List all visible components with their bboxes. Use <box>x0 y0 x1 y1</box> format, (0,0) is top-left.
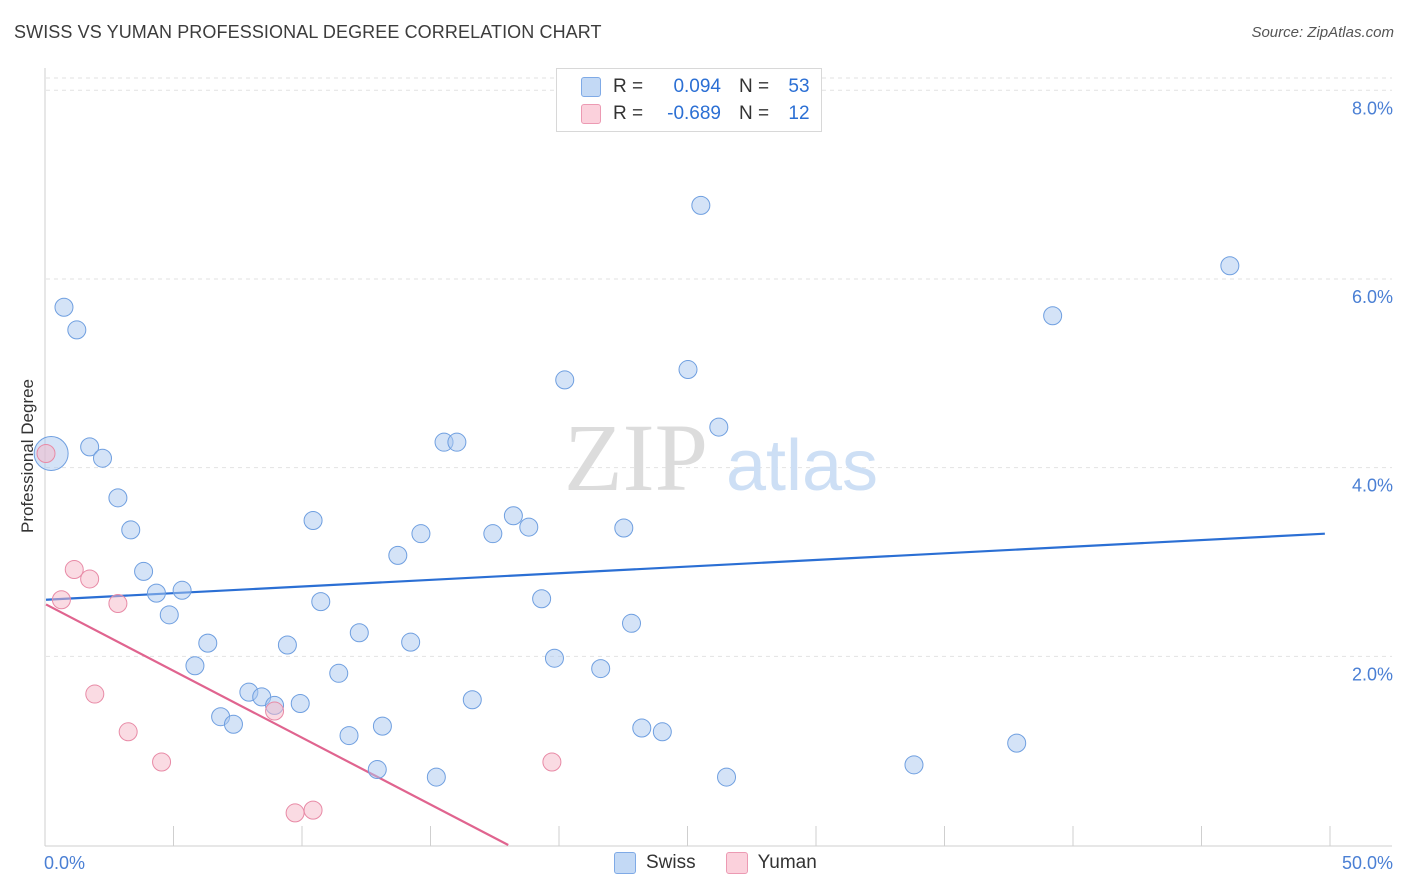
yuman-point[interactable] <box>86 685 104 703</box>
swiss-point[interactable] <box>592 660 610 678</box>
swiss-point[interactable] <box>350 624 368 642</box>
x-tick-label: 0.0% <box>44 853 85 873</box>
swiss-point[interactable] <box>412 525 430 543</box>
legend-r-value: 0.094 <box>651 76 721 98</box>
y-tick-label: 4.0% <box>1352 476 1393 496</box>
swiss-point[interactable] <box>692 196 710 214</box>
grid-lines <box>46 78 1392 656</box>
swiss-point[interactable] <box>1008 734 1026 752</box>
swiss-point[interactable] <box>718 768 736 786</box>
y-tick-label: 2.0% <box>1352 664 1393 684</box>
swiss-point[interactable] <box>160 606 178 624</box>
swiss-point[interactable] <box>389 546 407 564</box>
series-legend: Swiss Yuman <box>614 852 847 874</box>
legend-r-label: R = <box>613 103 651 125</box>
stats-legend: R = 0.094 N = 53 R = -0.689 N = 12 <box>556 68 822 132</box>
tick-labels: 2.0% 4.0% 6.0% 8.0% 0.0% 50.0% <box>44 98 1393 873</box>
swiss-point[interactable] <box>533 590 551 608</box>
swiss-point[interactable] <box>504 507 522 525</box>
watermark-atlas: atlas <box>726 426 878 506</box>
yuman-point[interactable] <box>153 753 171 771</box>
trend-lines <box>46 534 1325 845</box>
swiss-point[interactable] <box>679 361 697 379</box>
x-tick-label: 50.0% <box>1342 853 1393 873</box>
legend-swatch-yuman <box>726 852 748 874</box>
yuman-point[interactable] <box>81 570 99 588</box>
yuman-point[interactable] <box>304 801 322 819</box>
swiss-point[interactable] <box>304 511 322 529</box>
swiss-point[interactable] <box>93 449 111 467</box>
swiss-trend-line <box>46 534 1325 600</box>
yuman-point[interactable] <box>109 594 127 612</box>
swiss-point[interactable] <box>615 519 633 537</box>
scatter-chart: ZIP atlas 2.0% 4.0% 6.0% 8.0% 0.0% 50.0% <box>0 0 1406 892</box>
legend-n-value: 53 <box>779 76 819 98</box>
swiss-point[interactable] <box>109 489 127 507</box>
legend-swatch-swiss <box>614 852 636 874</box>
swiss-point[interactable] <box>545 649 563 667</box>
yuman-point[interactable] <box>286 804 304 822</box>
swiss-point[interactable] <box>173 581 191 599</box>
legend-item-yuman[interactable]: Yuman <box>726 852 817 874</box>
swiss-point[interactable] <box>135 562 153 580</box>
swiss-point[interactable] <box>330 664 348 682</box>
yuman-point[interactable] <box>52 591 70 609</box>
legend-item-swiss[interactable]: Swiss <box>614 852 696 874</box>
legend-r-label: R = <box>613 76 651 98</box>
yuman-point[interactable] <box>65 561 83 579</box>
swiss-point[interactable] <box>623 614 641 632</box>
yuman-trend-line <box>46 604 508 845</box>
swiss-point[interactable] <box>484 525 502 543</box>
watermark-zip: ZIP <box>564 404 708 511</box>
yuman-point[interactable] <box>119 723 137 741</box>
swiss-point[interactable] <box>520 518 538 536</box>
swiss-point[interactable] <box>147 584 165 602</box>
legend-label-swiss: Swiss <box>646 852 696 874</box>
swiss-point[interactable] <box>199 634 217 652</box>
y-tick-label: 8.0% <box>1352 98 1393 118</box>
swiss-point[interactable] <box>186 657 204 675</box>
swiss-point[interactable] <box>278 636 296 654</box>
swiss-point[interactable] <box>224 715 242 733</box>
yuman-point[interactable] <box>37 445 55 463</box>
swiss-point[interactable] <box>905 756 923 774</box>
yuman-point[interactable] <box>266 702 284 720</box>
swiss-point[interactable] <box>653 723 671 741</box>
swiss-point[interactable] <box>312 593 330 611</box>
swiss-point[interactable] <box>55 298 73 316</box>
swiss-point[interactable] <box>373 717 391 735</box>
legend-n-label: N = <box>739 76 779 98</box>
swiss-point[interactable] <box>1221 257 1239 275</box>
swiss-point[interactable] <box>710 418 728 436</box>
swiss-point[interactable] <box>633 719 651 737</box>
y-tick-label: 6.0% <box>1352 287 1393 307</box>
swiss-point[interactable] <box>368 761 386 779</box>
swiss-point[interactable] <box>402 633 420 651</box>
swiss-point[interactable] <box>1044 307 1062 325</box>
swiss-point[interactable] <box>448 433 466 451</box>
legend-n-label: N = <box>739 103 779 125</box>
axes <box>45 68 1392 846</box>
legend-row-swiss: R = 0.094 N = 53 <box>581 76 819 98</box>
legend-label-yuman: Yuman <box>758 852 817 874</box>
legend-swatch-swiss <box>581 77 601 97</box>
swiss-point[interactable] <box>556 371 574 389</box>
swiss-point[interactable] <box>122 521 140 539</box>
swiss-point[interactable] <box>291 694 309 712</box>
legend-r-value: -0.689 <box>651 103 721 125</box>
swiss-point[interactable] <box>463 691 481 709</box>
swiss-point[interactable] <box>340 727 358 745</box>
legend-row-yuman: R = -0.689 N = 12 <box>581 103 819 125</box>
yuman-point[interactable] <box>543 753 561 771</box>
legend-swatch-yuman <box>581 104 601 124</box>
legend-n-value: 12 <box>779 103 819 125</box>
swiss-point[interactable] <box>427 768 445 786</box>
swiss-point[interactable] <box>68 321 86 339</box>
